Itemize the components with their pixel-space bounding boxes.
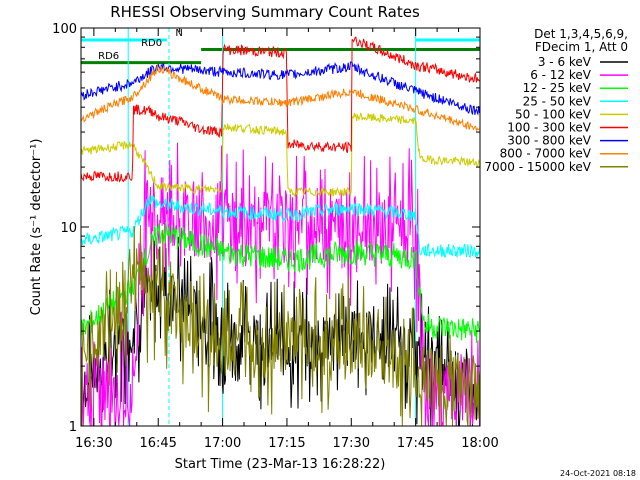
series-line-4 bbox=[81, 112, 480, 198]
series-line-2 bbox=[81, 221, 480, 343]
x-tick-label-1: 16:45 bbox=[139, 436, 176, 451]
y-tick-label-0: 1 bbox=[69, 420, 77, 435]
series-line-6 bbox=[81, 61, 480, 116]
annotation-rd0: RD0 bbox=[141, 38, 162, 49]
x-axis-label: Start Time (23-Mar-13 16:28:22) bbox=[175, 457, 386, 472]
series-line-7 bbox=[81, 64, 480, 133]
y-tick-label-2: 100 bbox=[52, 22, 77, 37]
legend-label-8: 7000 - 15000 keV bbox=[484, 160, 591, 174]
series-line-5 bbox=[81, 36, 480, 183]
legend-label-0: 3 - 6 keV bbox=[538, 55, 592, 69]
x-tick-label-6: 18:00 bbox=[461, 436, 498, 451]
legend-label-4: 50 - 100 keV bbox=[515, 107, 592, 121]
series-line-8 bbox=[81, 225, 480, 426]
legend-label-1: 6 - 12 keV bbox=[530, 68, 592, 82]
y-axis-label: Count Rate (s⁻¹ detector⁻¹) bbox=[29, 139, 44, 316]
annotation-rd6: RD6 bbox=[98, 51, 119, 62]
legend-label-2: 12 - 25 keV bbox=[523, 81, 592, 95]
footer-timestamp: 24-Oct-2021 08:18 bbox=[560, 469, 636, 478]
x-tick-label-2: 17:00 bbox=[204, 436, 241, 451]
x-tick-label-4: 17:30 bbox=[333, 436, 370, 451]
series-line-1 bbox=[81, 142, 480, 426]
legend-label-6: 300 - 800 keV bbox=[507, 134, 591, 148]
legend-label-3: 25 - 50 keV bbox=[523, 94, 592, 108]
legend-label-7: 800 - 7000 keV bbox=[500, 147, 592, 161]
legend-header-line-2: FDecim 1, Att 0 bbox=[535, 40, 628, 54]
chart-title: RHESSI Observing Summary Count Rates bbox=[110, 3, 420, 21]
x-tick-label-3: 17:15 bbox=[268, 436, 305, 451]
series-line-3 bbox=[81, 194, 480, 259]
legend-header-line-1: Det 1,3,4,5,6,9, bbox=[534, 27, 628, 41]
x-tick-label-0: 16:30 bbox=[75, 436, 112, 451]
y-tick-label-1: 10 bbox=[60, 221, 77, 236]
legend-label-5: 100 - 300 keV bbox=[507, 121, 591, 135]
x-tick-label-5: 17:45 bbox=[397, 436, 434, 451]
legend: Det 1,3,4,5,6,9, FDecim 1, Att 0 3 - 6 k… bbox=[484, 27, 628, 174]
annotation-n: N bbox=[175, 28, 182, 39]
